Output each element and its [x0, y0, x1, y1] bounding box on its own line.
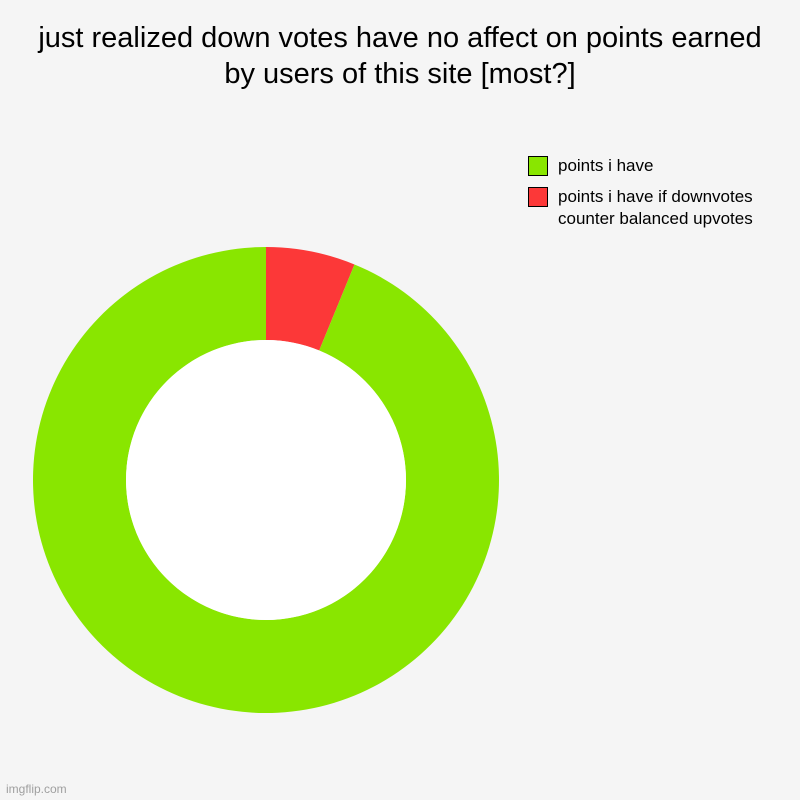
canvas: just realized down votes have no affect … [0, 0, 800, 800]
legend-label: points i have [558, 155, 653, 176]
legend-item: points i have [528, 155, 768, 176]
watermark: imgflip.com [6, 782, 67, 796]
legend-label: points i have if downvotes counter balan… [558, 186, 768, 229]
legend-item: points i have if downvotes counter balan… [528, 186, 768, 229]
legend-swatch [528, 187, 548, 207]
legend-swatch [528, 156, 548, 176]
donut-chart [0, 0, 800, 805]
donut-hole [126, 340, 406, 620]
legend: points i have points i have if downvotes… [528, 155, 768, 239]
